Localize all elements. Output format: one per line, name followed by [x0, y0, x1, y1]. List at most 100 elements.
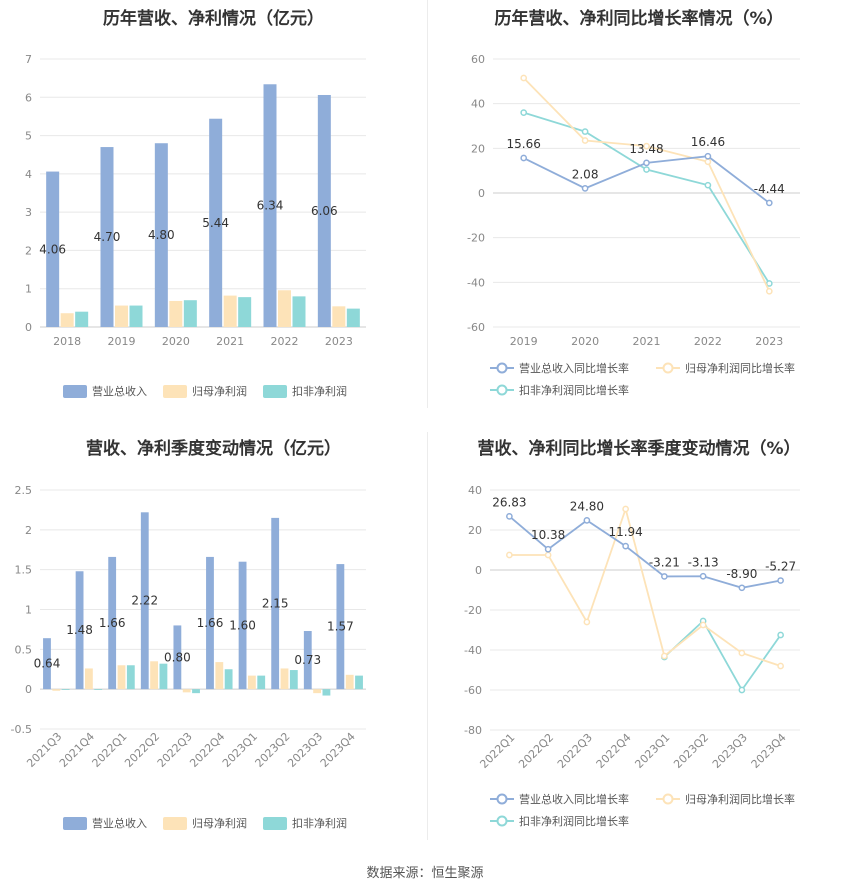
- data-point: [622, 542, 629, 550]
- legend-marker: [496, 384, 508, 396]
- bar: [247, 675, 256, 690]
- data-point: [661, 573, 668, 580]
- bar: [303, 631, 312, 690]
- data-point: [581, 137, 589, 144]
- x-tick-label: 2023Q3: [285, 730, 325, 770]
- y-tick-label: -0.5: [11, 723, 32, 736]
- legend-label: 营业总收入: [92, 816, 147, 830]
- bar: [183, 300, 197, 327]
- data-label: 2.22: [131, 594, 158, 608]
- data-label: -4.44: [754, 182, 785, 196]
- x-tick-label: 2022Q2: [516, 731, 556, 771]
- data-point: [765, 280, 773, 287]
- legend-label: 归母净利润: [192, 384, 247, 398]
- x-tick-label: 2022Q3: [155, 730, 195, 770]
- data-label: -3.13: [688, 555, 719, 569]
- y-tick-label: 7: [25, 53, 32, 66]
- bar: [43, 638, 51, 690]
- data-label: 24.80: [570, 499, 604, 513]
- x-tick-label: 2023Q3: [710, 731, 750, 771]
- quarterly-growth-panel: 营收、净利同比增长率季度变动情况（%） 40 20 0 -20 -40 -60 -80 202…: [428, 420, 850, 860]
- data-point: [738, 649, 746, 657]
- data-point: [583, 517, 591, 524]
- legend-marker: [496, 793, 508, 805]
- bar: [292, 296, 306, 327]
- bar: [192, 689, 200, 694]
- vertical-divider: [427, 0, 428, 408]
- data-source-note: 数据来源：恒生聚源: [366, 866, 484, 881]
- legend-swatch: [63, 385, 87, 398]
- data-label: 10.38: [531, 528, 565, 542]
- bar: [257, 675, 266, 690]
- bar: [126, 665, 135, 690]
- y-tick-label: 60: [471, 53, 485, 66]
- vertical-divider: [427, 432, 428, 840]
- legend-label: 扣非净利润同比增长率: [519, 814, 629, 828]
- data-label: -8.90: [726, 567, 757, 581]
- y-tick-label: -20: [464, 604, 482, 617]
- y-tick-label: -40: [467, 276, 485, 289]
- x-tick-label: 2022Q3: [555, 731, 595, 771]
- bar: [345, 674, 354, 690]
- bar: [75, 311, 89, 327]
- data-point: [777, 662, 784, 670]
- x-tick-label: 2022: [271, 335, 299, 348]
- bar: [238, 297, 252, 327]
- data-point: [738, 584, 746, 592]
- legend-label: 归母净利润同比增长率: [685, 792, 795, 806]
- data-point: [581, 185, 589, 192]
- legend-marker: [496, 815, 508, 827]
- legend-swatch: [163, 385, 187, 398]
- legend-marker: [662, 362, 674, 374]
- legend-label: 营业总收入: [92, 384, 147, 398]
- x-tick-label: 2023: [755, 335, 783, 348]
- y-tick-label: 1: [25, 283, 32, 296]
- data-point: [520, 154, 528, 162]
- legend-marker: [496, 362, 508, 374]
- y-tick-label: 0.5: [15, 643, 33, 656]
- data-point: [704, 181, 712, 189]
- x-tick-label: 2023Q4: [749, 731, 789, 771]
- bar: [317, 94, 331, 327]
- bar: [355, 675, 363, 690]
- quarterly-revenue-profit-chart: 2.521.510.50-0.52021Q32021Q42022Q12022Q2…: [11, 484, 366, 830]
- annual-revenue-profit-chart: 0 1 2 3 4 5 6 7 2018 2019 2020 2021 2022 2023 4.06 4.70…: [25, 53, 366, 398]
- bar: [280, 668, 289, 690]
- bar: [100, 147, 114, 327]
- bar: [46, 171, 60, 327]
- bar: [182, 689, 191, 693]
- y-tick-label: 0: [25, 321, 32, 334]
- chart-title: 历年营收、净利情况（亿元）: [103, 9, 324, 29]
- series-line: [509, 505, 781, 667]
- x-tick-label: 2022Q4: [594, 731, 634, 771]
- series-line: [508, 515, 781, 589]
- y-tick-label: 40: [468, 484, 482, 497]
- x-tick-label: 2023Q2: [671, 731, 711, 771]
- data-label: 1.66: [197, 616, 224, 630]
- legend-label: 扣非净利润同比增长率: [519, 383, 629, 397]
- bar: [150, 661, 159, 690]
- data-point: [544, 551, 552, 559]
- x-tick-label: 2023Q1: [220, 730, 260, 770]
- x-tick-label: 2020: [571, 335, 599, 348]
- y-tick-label: 20: [468, 524, 482, 537]
- y-tick-label: 1.5: [15, 564, 33, 577]
- data-label: -5.27: [765, 560, 796, 574]
- data-label: 1.66: [99, 616, 126, 630]
- legend-swatch: [63, 817, 87, 830]
- x-tick-label: 2023: [325, 335, 353, 348]
- bar: [206, 556, 214, 690]
- bar: [75, 571, 84, 690]
- x-tick-label: 2023Q2: [253, 730, 293, 770]
- data-label: 2.15: [262, 597, 289, 611]
- x-tick-label: 2023Q1: [632, 731, 672, 771]
- bar: [209, 118, 223, 328]
- data-point: [738, 686, 746, 694]
- x-tick-label: 2022: [694, 335, 722, 348]
- bar: [224, 669, 233, 690]
- y-tick-label: 5: [25, 130, 32, 143]
- data-point: [581, 128, 589, 135]
- x-tick-label: 2022Q2: [122, 730, 162, 770]
- y-tick-label: 40: [471, 98, 485, 111]
